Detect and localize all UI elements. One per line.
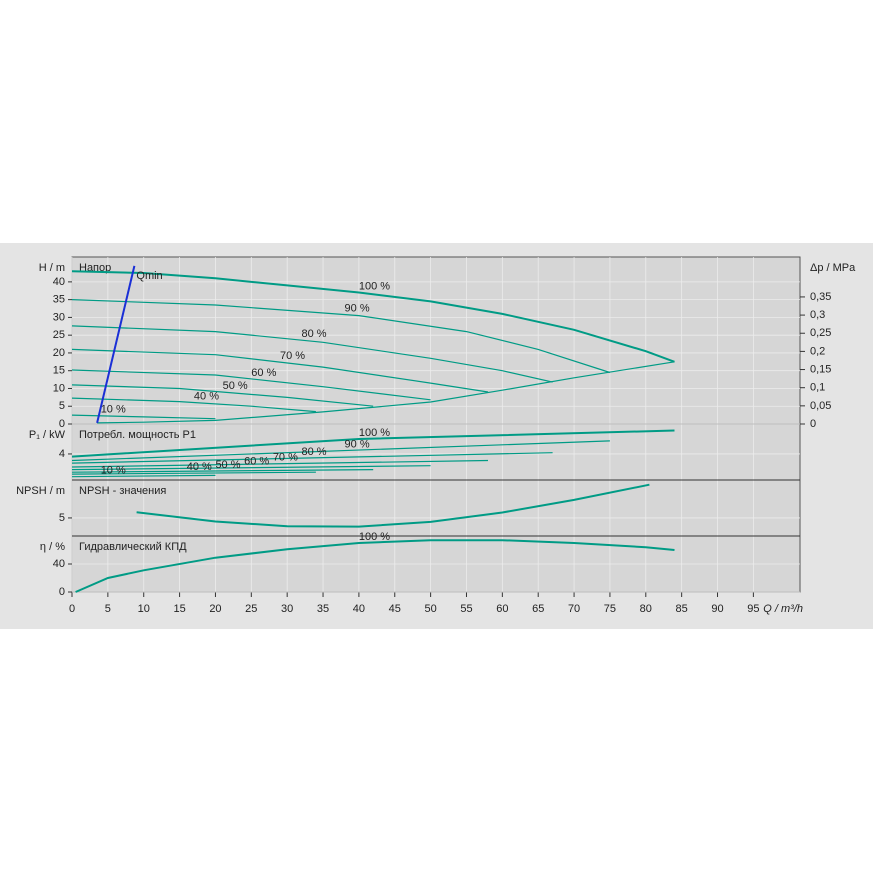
curve bbox=[71, 452, 553, 464]
curve bbox=[71, 414, 216, 420]
curve bbox=[75, 539, 675, 593]
y-tick-label: 5 bbox=[59, 400, 65, 412]
y-tick-label: 15 bbox=[53, 365, 65, 377]
curve bbox=[71, 471, 316, 475]
y-tick-label: 0 bbox=[59, 586, 65, 598]
curve bbox=[71, 474, 216, 478]
x-tick-label: 75 bbox=[604, 603, 616, 615]
curve-label: 40 % bbox=[194, 390, 219, 402]
curve bbox=[71, 369, 431, 401]
curve bbox=[97, 361, 675, 424]
x-tick-label: 10 bbox=[138, 603, 150, 615]
x-tick-label: 65 bbox=[532, 603, 544, 615]
y2-tick-label: 0,25 bbox=[810, 327, 831, 339]
curve-label: 100 % bbox=[359, 427, 390, 439]
y-axis-label: H / m bbox=[39, 262, 65, 274]
curve-label: 10 % bbox=[101, 464, 126, 476]
curve bbox=[71, 397, 316, 413]
y2-tick-label: 0,05 bbox=[810, 400, 831, 412]
x-axis-label: Q / m³/h bbox=[763, 603, 803, 615]
x-tick-label: 95 bbox=[747, 603, 759, 615]
curve-label: 40 % bbox=[187, 461, 212, 473]
curve-label: 90 % bbox=[345, 302, 370, 314]
curve bbox=[71, 440, 610, 462]
y-axis-label: NPSH / m bbox=[16, 485, 65, 497]
x-tick-label: 40 bbox=[353, 603, 365, 615]
x-tick-label: 85 bbox=[676, 603, 688, 615]
x-tick-label: 5 bbox=[105, 603, 111, 615]
curve bbox=[71, 429, 675, 458]
y-tick-label: 40 bbox=[53, 276, 65, 288]
y2-tick-label: 0,15 bbox=[810, 363, 831, 375]
y-tick-label: 0 bbox=[59, 418, 65, 430]
x-tick-label: 90 bbox=[711, 603, 723, 615]
y-tick-label: 30 bbox=[53, 311, 65, 323]
curve bbox=[71, 469, 374, 473]
y2-tick-label: 0,3 bbox=[810, 309, 825, 321]
curve-label: 60 % bbox=[251, 367, 276, 379]
x-tick-label: 0 bbox=[69, 603, 75, 615]
x-tick-label: 20 bbox=[209, 603, 221, 615]
curve-label: 90 % bbox=[345, 438, 370, 450]
x-tick-label: 70 bbox=[568, 603, 580, 615]
curve-label: Qmin bbox=[136, 270, 162, 282]
x-tick-label: 30 bbox=[281, 603, 293, 615]
y-axis-label: P₁ / kW bbox=[29, 429, 66, 441]
curve-label: 50 % bbox=[215, 459, 240, 471]
y2-tick-label: 0,2 bbox=[810, 345, 825, 357]
curve bbox=[71, 459, 489, 468]
curve bbox=[96, 265, 136, 424]
panel-title: Гидравлический КПД bbox=[79, 541, 187, 553]
y-tick-label: 5 bbox=[59, 512, 65, 524]
panel-title: Потребл. мощность P1 bbox=[79, 429, 196, 441]
curve-label: 100 % bbox=[359, 280, 390, 292]
curve-label: 80 % bbox=[302, 328, 327, 340]
curve-label: 70 % bbox=[273, 452, 298, 464]
curve-label: 70 % bbox=[280, 350, 305, 362]
curve bbox=[71, 348, 489, 393]
y-tick-label: 25 bbox=[53, 329, 65, 341]
curve bbox=[136, 483, 650, 528]
curve-label: 60 % bbox=[244, 456, 269, 468]
x-tick-label: 50 bbox=[424, 603, 436, 615]
y2-axis-label: Δp / MPa bbox=[810, 262, 856, 274]
y2-tick-label: 0,35 bbox=[810, 291, 831, 303]
x-tick-label: 80 bbox=[640, 603, 652, 615]
y2-tick-label: 0 bbox=[810, 418, 816, 430]
y-tick-label: 40 bbox=[53, 558, 65, 570]
y2-tick-label: 0,1 bbox=[810, 382, 825, 394]
y-tick-label: 20 bbox=[53, 347, 65, 359]
y-tick-label: 4 bbox=[59, 448, 65, 460]
curve-label: 100 % bbox=[359, 531, 390, 543]
x-tick-label: 15 bbox=[173, 603, 185, 615]
curve bbox=[71, 325, 553, 383]
x-tick-label: 45 bbox=[389, 603, 401, 615]
x-tick-label: 60 bbox=[496, 603, 508, 615]
curve bbox=[71, 299, 611, 374]
x-tick-label: 55 bbox=[460, 603, 472, 615]
y-axis-label: η / % bbox=[40, 541, 65, 553]
panel-title: NPSH - значения bbox=[79, 485, 166, 497]
curve-label: 50 % bbox=[223, 380, 248, 392]
curve bbox=[71, 270, 675, 363]
curve bbox=[71, 384, 374, 407]
curve bbox=[71, 465, 431, 471]
y-tick-label: 35 bbox=[53, 294, 65, 306]
x-tick-label: 25 bbox=[245, 603, 257, 615]
y-tick-label: 10 bbox=[53, 382, 65, 394]
x-tick-label: 35 bbox=[317, 603, 329, 615]
curve-label: 80 % bbox=[302, 446, 327, 458]
curve-label: 10 % bbox=[101, 404, 126, 416]
